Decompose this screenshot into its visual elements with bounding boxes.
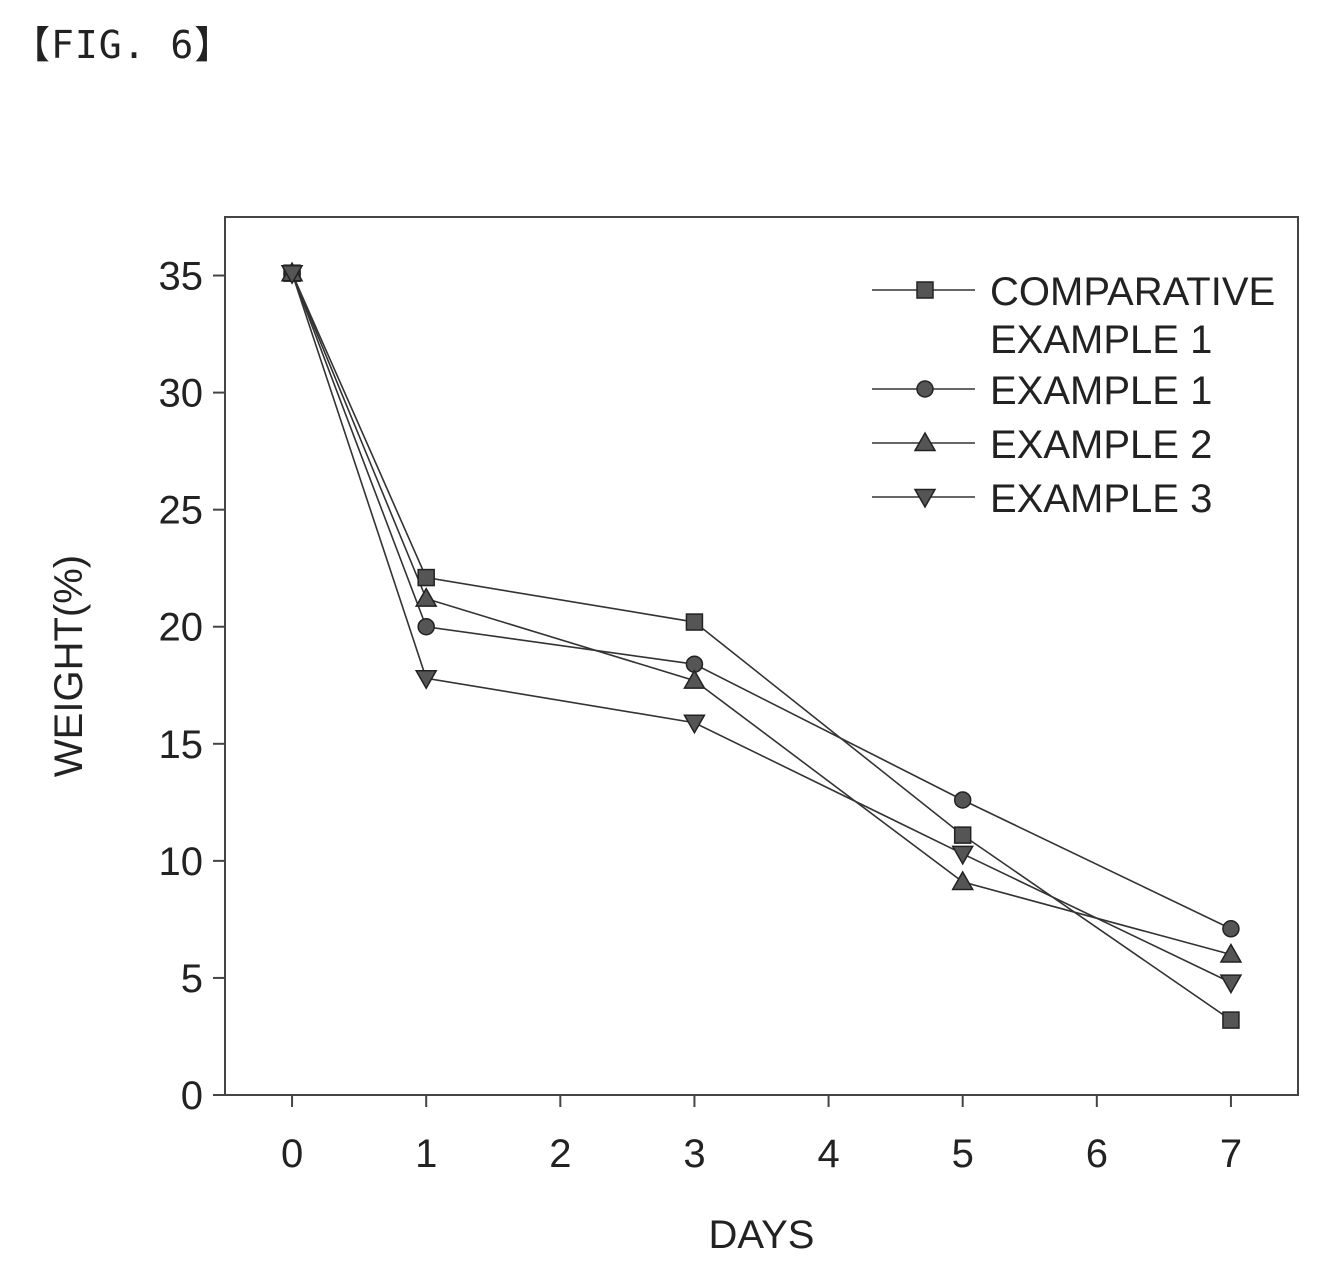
y-axis-title: WEIGHT(%): [47, 555, 91, 777]
x-tick-label: 1: [415, 1132, 437, 1176]
y-tick-label: 0: [181, 1074, 203, 1118]
legend-label: EXAMPLE 1: [990, 369, 1212, 413]
legend-label: EXAMPLE 1: [990, 318, 1212, 362]
y-tick-label: 30: [159, 372, 204, 416]
series-1-point: [417, 617, 435, 636]
series-3-point: [414, 669, 438, 690]
y-tick-label: 5: [181, 957, 203, 1001]
x-tick-label: 0: [281, 1132, 303, 1176]
legend-marker-0: [916, 281, 934, 299]
figure-label: 【FIG. 6】: [12, 23, 234, 67]
series-1-point: [1222, 920, 1240, 938]
y-tick-label: 35: [159, 255, 204, 299]
series-3-point: [1219, 974, 1243, 995]
series-3-point: [683, 714, 706, 735]
x-tick-label: 2: [549, 1132, 571, 1176]
y-tick-label: 10: [159, 840, 204, 884]
x-tick-label: 7: [1220, 1132, 1242, 1176]
x-tick-label: 6: [1086, 1132, 1108, 1176]
series-0-point: [685, 613, 704, 631]
series-2-point: [951, 870, 974, 891]
legend-label: EXAMPLE 3: [990, 477, 1212, 521]
x-tick-label: 5: [952, 1132, 974, 1176]
series-1-point: [953, 791, 972, 809]
legend-marker-2: [913, 431, 937, 452]
series-0-point: [1222, 1011, 1240, 1029]
series-0-point: [417, 568, 435, 587]
legend-label: COMPARATIVE: [990, 270, 1275, 314]
series-2-point: [1219, 943, 1243, 963]
series-0-point: [953, 826, 972, 844]
series-2-point: [414, 587, 438, 607]
x-tick-label: 4: [817, 1132, 839, 1176]
series-2-point: [683, 669, 706, 689]
y-tick-label: 20: [159, 606, 204, 650]
legend-marker-1: [916, 380, 934, 398]
legend-label: EXAMPLE 2: [990, 423, 1212, 467]
legend-marker-3: [913, 488, 937, 509]
series-3-point: [280, 264, 304, 285]
series-3-point: [951, 845, 974, 866]
plot-frame: [224, 216, 1299, 1096]
x-tick-label: 3: [683, 1132, 705, 1176]
y-tick-label: 25: [159, 489, 204, 533]
y-tick-label: 15: [159, 723, 204, 767]
x-axis-title: DAYS: [709, 1213, 815, 1257]
